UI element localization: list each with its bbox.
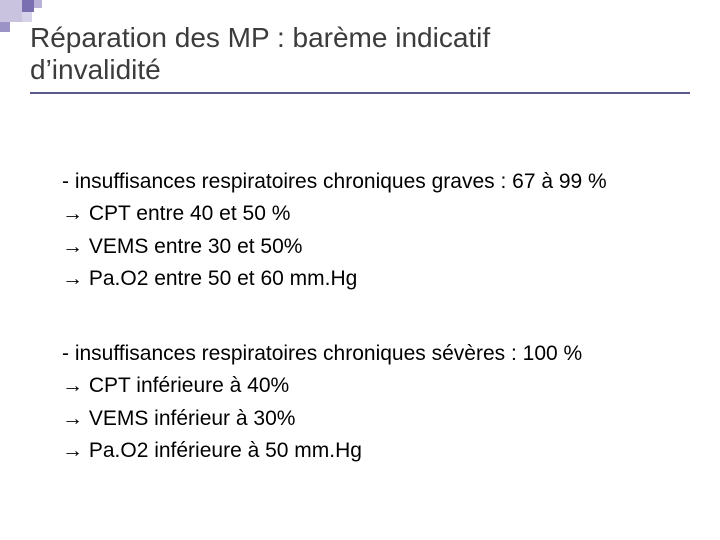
body-line: → CPT inférieure à 40%: [62, 372, 690, 400]
body-line: → VEMS inférieur à 30%: [62, 405, 690, 433]
body-line: → VEMS entre 30 et 50%: [62, 233, 690, 261]
arrow-icon: →: [62, 439, 83, 462]
deco-square: [0, 22, 10, 32]
body-line: → Pa.O2 inférieure à 50 mm.Hg: [62, 437, 690, 465]
body-line: - insuffisances respiratoires chroniques…: [62, 340, 690, 368]
body-block-graves: - insuffisances respiratoires chroniques…: [62, 168, 690, 297]
deco-square: [22, 12, 32, 22]
deco-square: [22, 0, 34, 12]
arrow-icon: →: [62, 267, 83, 290]
body-line: → Pa.O2 entre 50 et 60 mm.Hg: [62, 265, 690, 293]
title-line-2: d’invalidité: [30, 54, 690, 86]
body-block-severes: - insuffisances respiratoires chroniques…: [62, 340, 690, 469]
body-text: Pa.O2 inférieure à 50 mm.Hg: [83, 439, 362, 462]
arrow-icon: →: [62, 374, 83, 397]
slide-title: Réparation des MP : barème indicatif d’i…: [30, 22, 690, 94]
deco-square: [34, 0, 42, 8]
body-text: VEMS entre 30 et 50%: [83, 235, 302, 258]
arrow-icon: →: [62, 407, 83, 430]
body-text: CPT entre 40 et 50 %: [83, 202, 290, 225]
body-text: VEMS inférieur à 30%: [83, 407, 295, 430]
body-text: Pa.O2 entre 50 et 60 mm.Hg: [83, 267, 357, 290]
body-line: - insuffisances respiratoires chroniques…: [62, 168, 690, 196]
body-text: CPT inférieure à 40%: [83, 374, 289, 397]
arrow-icon: →: [62, 235, 83, 258]
title-line-1: Réparation des MP : barème indicatif: [30, 22, 690, 54]
body-line: → CPT entre 40 et 50 %: [62, 200, 690, 228]
arrow-icon: →: [62, 202, 83, 225]
deco-square: [0, 0, 22, 22]
